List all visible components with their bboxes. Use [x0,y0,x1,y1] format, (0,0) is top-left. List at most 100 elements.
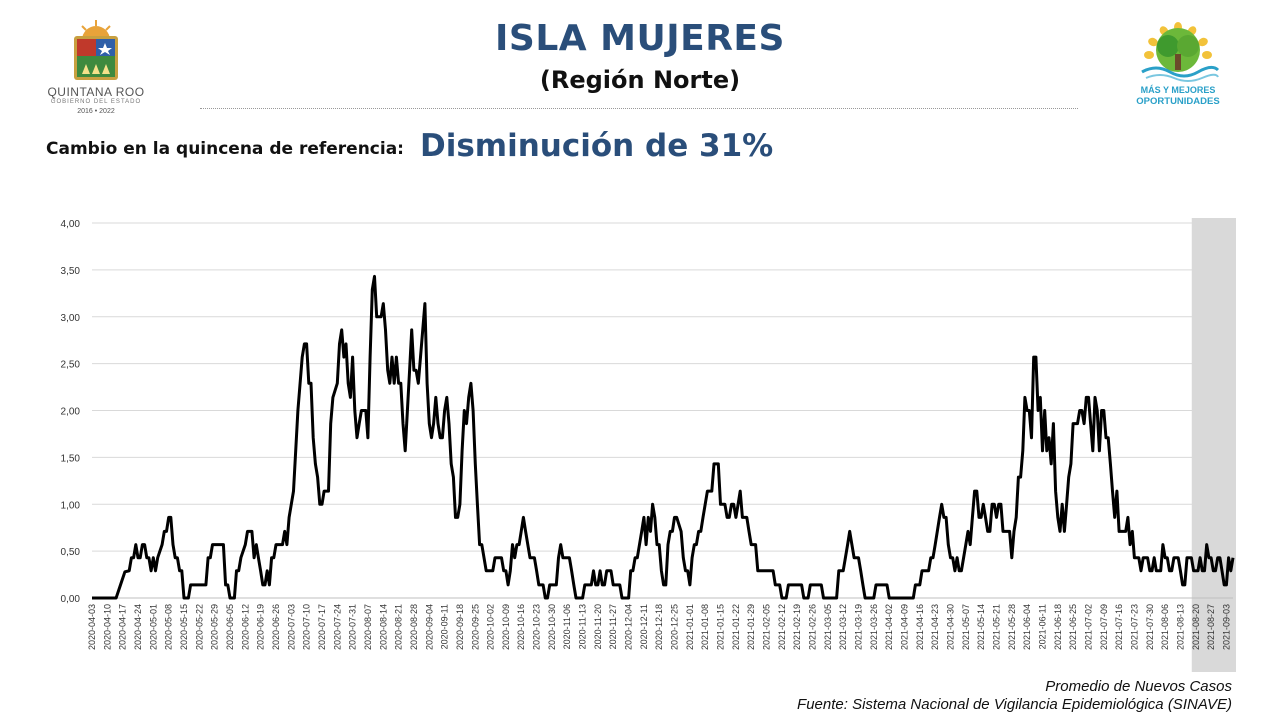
x-tick-label: 2021-03-26 [869,604,879,650]
x-tick-label: 2021-04-23 [930,604,940,650]
x-tick-label: 2020-12-25 [670,604,680,650]
x-tick-label: 2020-04-10 [102,604,112,650]
x-tick-label: 2020-11-20 [593,604,603,649]
change-value: Disminución de 31% [420,128,774,164]
x-tick-label: 2021-08-13 [1175,604,1185,650]
x-tick-label: 2021-05-21 [991,604,1001,650]
x-tick-label: 2020-05-15 [179,604,189,650]
gridlines [92,222,1233,599]
x-tick-label: 2020-10-30 [547,604,557,650]
x-tick-label: 2020-04-24 [133,604,143,650]
x-tick-label: 2021-04-02 [884,604,894,650]
x-tick-label: 2021-01-01 [685,604,695,650]
y-tick-label: 1,00 [61,500,81,511]
x-tick-label: 2021-01-08 [700,604,710,650]
x-tick-label: 2020-08-21 [394,604,404,650]
x-tick-label: 2021-02-26 [808,604,818,650]
y-tick-label: 3,00 [61,313,81,324]
x-tick-label: 2021-01-15 [716,604,726,650]
x-tick-label: 2020-07-17 [317,604,327,650]
footer-source: Fuente: Sistema Nacional de Vigilancia E… [797,696,1232,713]
x-tick-label: 2020-08-07 [363,604,373,650]
x-tick-label: 2021-06-18 [1053,604,1063,650]
x-tick-label: 2021-02-05 [762,604,772,650]
x-tick-label: 2021-07-02 [1083,604,1093,650]
x-tick-label: 2020-07-10 [302,604,312,650]
y-tick-labels: 0,00 0,50 1,00 1,50 2,00 2,50 3,00 3,50 4,00 [61,219,81,605]
x-tick-label: 2021-07-23 [1129,604,1139,650]
x-tick-label: 2020-12-11 [639,604,649,649]
x-tick-label: 2021-02-19 [792,604,802,650]
x-tick-label: 2020-08-28 [409,604,419,650]
change-label: Cambio en la quincena de referencia: [46,139,404,159]
tree-logo-icon [1141,22,1220,82]
x-tick-label: 2021-08-27 [1206,604,1216,650]
x-tick-label: 2020-09-18 [455,604,465,650]
x-tick-label: 2021-06-04 [1022,604,1032,650]
x-tick-label: 2020-05-01 [148,604,158,650]
logo-slogan-line1: MÁS Y MEJORES [1140,85,1216,95]
y-tick-label: 0,50 [61,547,81,558]
x-tick-label: 2021-07-30 [1145,604,1155,650]
x-tick-label: 2020-10-09 [501,604,511,650]
logo-subtext: GOBIERNO DEL ESTADO [50,99,142,105]
x-tick-label: 2020-06-12 [240,604,250,650]
x-tick-label: 2021-04-09 [899,604,909,650]
header-divider [200,108,1078,109]
x-tick-label: 2020-09-11 [440,604,450,649]
x-tick-label: 2021-04-16 [915,604,925,650]
x-tick-label: 2021-03-12 [838,604,848,650]
x-tick-label: 2020-09-04 [424,604,434,650]
x-tick-label: 2021-05-28 [1007,604,1017,650]
x-tick-label: 2020-09-25 [470,604,480,650]
y-tick-label: 2,00 [61,407,81,418]
x-tick-label: 2020-05-08 [164,604,174,650]
x-tick-label: 2020-12-04 [624,604,634,650]
x-tick-label: 2020-08-14 [378,604,388,650]
x-tick-label: 2020-05-22 [194,604,204,650]
x-tick-label: 2021-08-20 [1191,604,1201,650]
x-tick-label: 2021-07-09 [1099,604,1109,650]
x-tick-label: 2021-05-07 [961,604,971,650]
x-tick-label: 2020-10-02 [486,604,496,650]
y-tick-label: 4,00 [61,219,81,230]
x-tick-label: 2020-12-18 [654,604,664,650]
x-tick-label: 2021-01-29 [746,604,756,650]
series-line [92,274,1235,600]
x-tick-label: 2021-02-12 [777,604,787,650]
x-tick-label: 2021-03-19 [854,604,864,650]
x-tick-label: 2021-06-25 [1068,604,1078,650]
x-tick-label: 2021-05-14 [976,604,986,650]
x-tick-label: 2020-07-24 [332,604,342,650]
x-tick-label: 2021-06-11 [1037,604,1047,649]
x-tick-label: 2020-11-13 [578,604,588,649]
x-tick-label: 2020-05-29 [210,604,220,650]
x-tick-label: 2020-06-19 [256,604,266,650]
x-tick-label: 2021-07-16 [1114,604,1124,650]
x-tick-label: 2021-04-30 [945,604,955,650]
quintana-roo-logo: QUINTANA ROO GOBIERNO DEL ESTADO 2016 • … [44,18,148,115]
x-tick-label: 2021-08-06 [1160,604,1170,650]
mas-y-mejores-logo: MÁS Y MEJORES OPORTUNIDADES [1128,22,1228,114]
x-tick-label: 2020-10-23 [532,604,542,650]
x-tick-label: 2021-03-05 [823,604,833,650]
y-tick-label: 2,50 [61,360,81,371]
footer-note: Promedio de Nuevos Casos [1045,678,1232,695]
shaded-period [1191,218,1236,672]
x-tick-label: 2020-10-16 [516,604,526,650]
y-tick-label: 0,00 [61,594,81,605]
y-tick-label: 3,50 [61,266,81,277]
x-tick-label: 2020-11-06 [562,604,572,649]
x-tick-label: 2021-01-22 [731,604,741,650]
logo-years: 2016 • 2022 [77,108,115,115]
x-tick-label: 2020-06-05 [225,604,235,650]
x-tick-label: 2020-06-26 [271,604,281,650]
x-tick-label: 2020-07-03 [286,604,296,650]
page-subtitle: (Región Norte) [539,66,741,94]
y-tick-label: 1,50 [61,453,81,464]
x-tick-labels: 2020-04-03 2020-04-10 2020-04-17 2020-04-24… [87,604,1231,650]
x-tick-label: 2020-04-03 [87,604,97,650]
x-tick-label: 2020-07-31 [348,604,358,650]
page-title: ISLA MUJERES [495,18,785,59]
